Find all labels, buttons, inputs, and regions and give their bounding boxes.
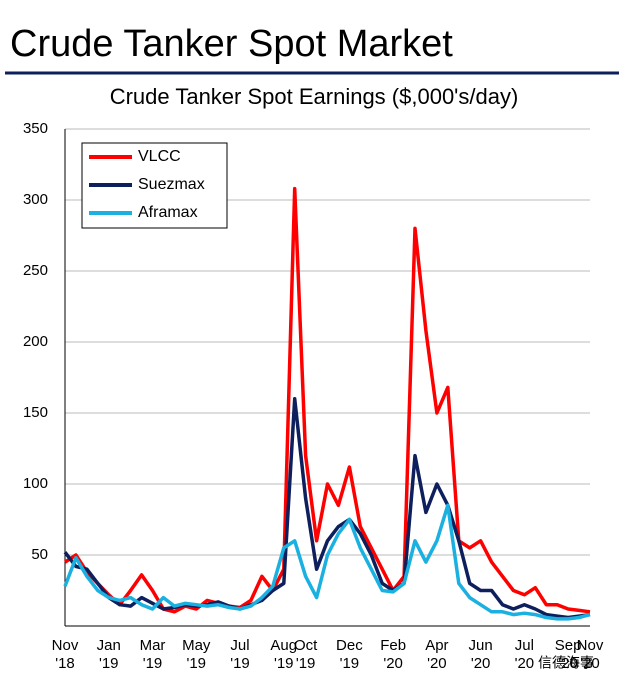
watermark: 信德海事 [538, 655, 594, 671]
chart-title: Crude Tanker Spot Earnings ($,000's/day) [110, 84, 519, 109]
y-tick-label: 300 [23, 191, 48, 208]
x-tick-label: Aug '19 [270, 637, 298, 672]
x-tick-label: Jun '20 [468, 637, 493, 672]
y-tick-label: 250 [23, 262, 48, 279]
y-tick-label: 350 [23, 120, 48, 137]
legend-label: VLCC [138, 148, 181, 165]
x-tick-label: Jul '19 [230, 637, 250, 672]
x-tick-label: Nov '20 [576, 637, 604, 672]
legend-label: Suezmax [138, 176, 205, 193]
y-tick-label: 200 [23, 333, 48, 350]
x-tick-label: Apr '20 [425, 637, 449, 672]
page-title: Crude Tanker Spot Market [10, 23, 453, 65]
legend-label: Aframax [138, 204, 198, 221]
x-tick-label: Nov '18 [51, 637, 79, 672]
x-tick-label: Dec '19 [336, 637, 363, 672]
x-tick-label: May '19 [182, 637, 211, 672]
series-line [63, 397, 591, 620]
y-tick-label: 150 [23, 404, 48, 421]
x-tick-label: Mar '19 [139, 637, 166, 672]
x-tick-label: Jul '20 [514, 637, 535, 672]
y-tick-label: 100 [23, 475, 48, 492]
x-tick-label: Jan '19 [96, 637, 121, 672]
x-tick-label: Oct '19 [293, 637, 318, 672]
series-line [63, 503, 591, 621]
x-tick-label: Feb '20 [380, 637, 407, 672]
x-tick-label: Sep '20 [554, 637, 582, 672]
y-tick-label: 50 [31, 546, 48, 563]
series-line [64, 186, 591, 614]
